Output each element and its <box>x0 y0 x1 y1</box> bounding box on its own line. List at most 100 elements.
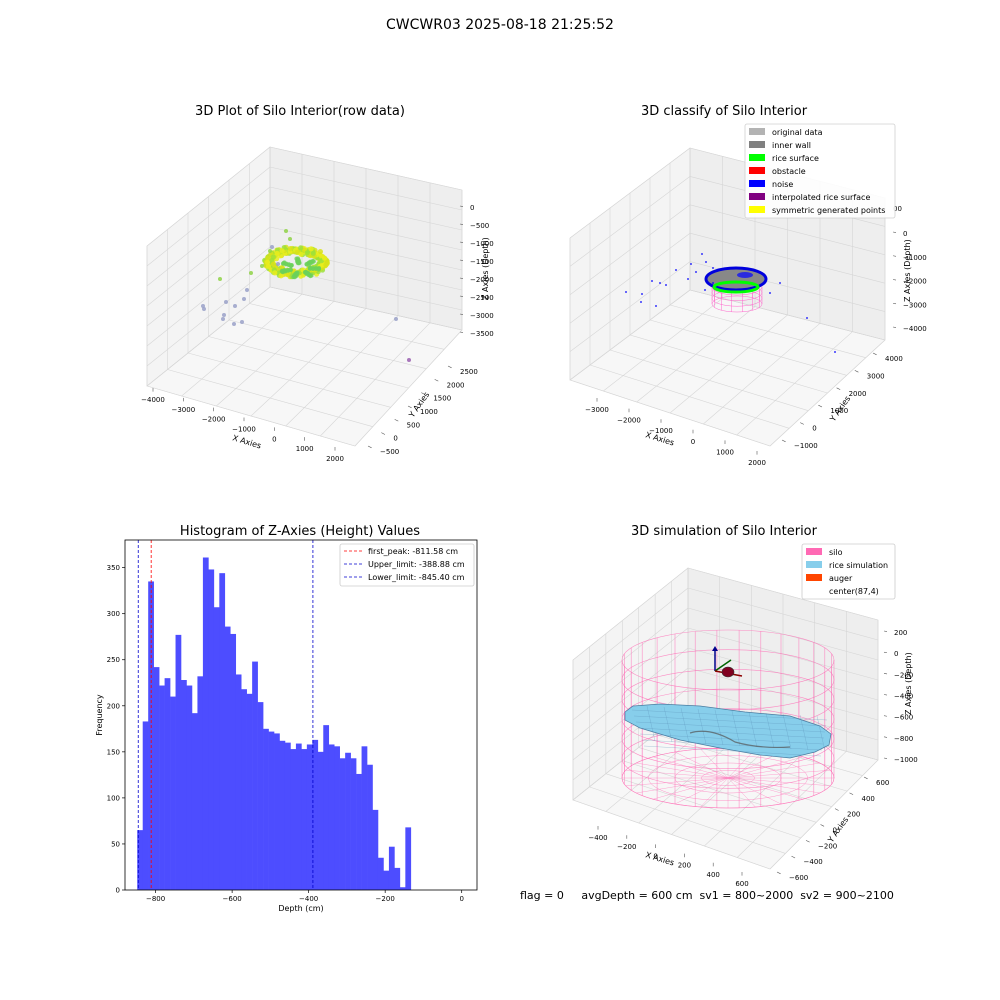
p4-y-tick-label: −200 <box>818 842 837 850</box>
p1-z-tick-mark <box>459 205 464 207</box>
p1-x-tick-label: −4000 <box>141 396 165 404</box>
histogram-bar <box>164 678 171 890</box>
p1-grid <box>228 319 427 369</box>
p2-noise-point <box>675 269 677 271</box>
p4-z-tick-mark <box>883 673 888 675</box>
p1-grid <box>146 206 271 307</box>
rice-surface-mesh <box>633 715 827 727</box>
p4-z-tick-label: −800 <box>894 735 913 743</box>
hist-ylabel: Frequency <box>95 694 104 736</box>
histogram-bar <box>394 867 401 890</box>
p1-y-tick-mark <box>407 405 412 409</box>
p4-legend-label: rice simulation <box>829 561 888 570</box>
silo-ring <box>621 629 835 691</box>
p4-y-tick-label: 600 <box>876 779 889 787</box>
p1-point <box>274 250 280 256</box>
histogram-bar <box>208 569 215 890</box>
silo-floor-spoke <box>727 777 831 787</box>
p4-grid <box>687 667 879 721</box>
histogram-bar <box>268 731 275 890</box>
p4-y-tick-mark <box>820 824 825 827</box>
p1-z-tick-mark <box>459 259 464 261</box>
p1-x-tick-label: −2000 <box>202 416 226 424</box>
p2-grid <box>689 232 886 284</box>
p1-point <box>270 254 276 260</box>
hist-y-tick-label: 250 <box>107 656 120 664</box>
p4-y-tick-label: 0 <box>833 827 837 835</box>
p2-z-tick-partial: 00 <box>893 205 902 213</box>
p2-legend: original data inner wall rice surface obsta… <box>744 123 896 219</box>
p2-z-tick-mark <box>892 326 897 328</box>
hist-x-tick-label: −200 <box>376 895 395 903</box>
histogram-bar <box>181 680 187 890</box>
rice-surface-mesh <box>697 708 707 745</box>
histogram-bar <box>284 742 291 890</box>
p4-z-tick-mark <box>883 694 888 696</box>
p4-ylabel: Y Axies <box>826 815 851 845</box>
p1-grid <box>146 146 271 247</box>
p4-grid <box>572 799 771 870</box>
histogram-bar <box>213 607 220 890</box>
histogram-bar <box>137 830 144 890</box>
p2-x-tick-label: −1000 <box>649 427 673 435</box>
p2-grid <box>609 349 809 411</box>
p4-grid <box>589 786 786 854</box>
p4-x-tick-label: 400 <box>707 871 720 879</box>
p2-z-tick-label: 0 <box>903 230 907 238</box>
p1-grid <box>146 226 271 327</box>
p2-grid <box>569 176 691 267</box>
p2-z-tick-mark <box>892 279 897 281</box>
p1-point <box>289 263 294 268</box>
histogram-bar <box>159 685 165 890</box>
p1-z-tick-mark <box>459 313 464 315</box>
p2-legend-label: original data <box>772 128 823 137</box>
p1-point <box>307 266 313 271</box>
p2-grid <box>569 232 691 324</box>
hist-legend-label: Lower_limit: -845.40 cm <box>368 573 465 582</box>
p2-noise-point <box>690 263 692 265</box>
p1-grid <box>269 226 463 271</box>
p4-z-tick-label: 0 <box>894 650 898 658</box>
p2-noise-point <box>665 284 667 286</box>
histogram-bar <box>263 728 269 890</box>
p1-y-tick-label: 2000 <box>447 381 465 389</box>
p1-y-tick-mark <box>394 419 399 422</box>
rice-surface-mesh <box>782 713 792 750</box>
p2-legend-swatch <box>749 141 765 148</box>
histogram-bar <box>399 887 406 890</box>
p1-point <box>316 267 321 272</box>
p1-point <box>294 249 300 255</box>
silo-floor-spoke <box>625 769 729 779</box>
histogram-bar <box>153 667 160 890</box>
p1-point <box>323 262 329 268</box>
p2-noise-point <box>712 267 714 269</box>
p1-point <box>284 229 288 233</box>
center-axis-z-head <box>712 646 718 651</box>
p1-grid <box>146 246 271 347</box>
p4-grid <box>572 587 689 681</box>
p2-legend-label: inner wall <box>772 141 811 150</box>
p4-grid <box>769 759 879 870</box>
panel1-plot: −4000 −3000 −2000 −1000 0 1000 2000 X Axies −500… <box>141 146 494 463</box>
p4-y-tick-label: 400 <box>862 795 875 803</box>
p2-z-tick-label: −4000 <box>903 325 927 333</box>
silo-floor-spoke <box>674 777 729 805</box>
histogram-bar <box>356 773 362 890</box>
p1-point <box>272 270 278 276</box>
histogram-bar <box>274 733 280 890</box>
p4-legend-label: silo <box>829 548 843 557</box>
histogram-bar <box>252 661 258 890</box>
p1-point <box>265 263 272 269</box>
p2-legend-swatch <box>749 154 765 161</box>
panel3-plot: −800 −600 −400 −200 0 0 50 100 150 200 250 300 350 De… <box>95 539 478 913</box>
p4-y-tick-mark <box>805 840 810 843</box>
histogram-bar <box>328 744 335 890</box>
p4-grid <box>572 627 689 721</box>
p1-z-tick-mark <box>459 331 464 333</box>
p2-noise-point <box>769 292 771 294</box>
p4-xlabel: X Axies <box>644 850 675 867</box>
silo-floor-spoke <box>625 777 729 787</box>
p2-legend-frame <box>744 123 896 219</box>
histogram-bar <box>170 696 176 890</box>
